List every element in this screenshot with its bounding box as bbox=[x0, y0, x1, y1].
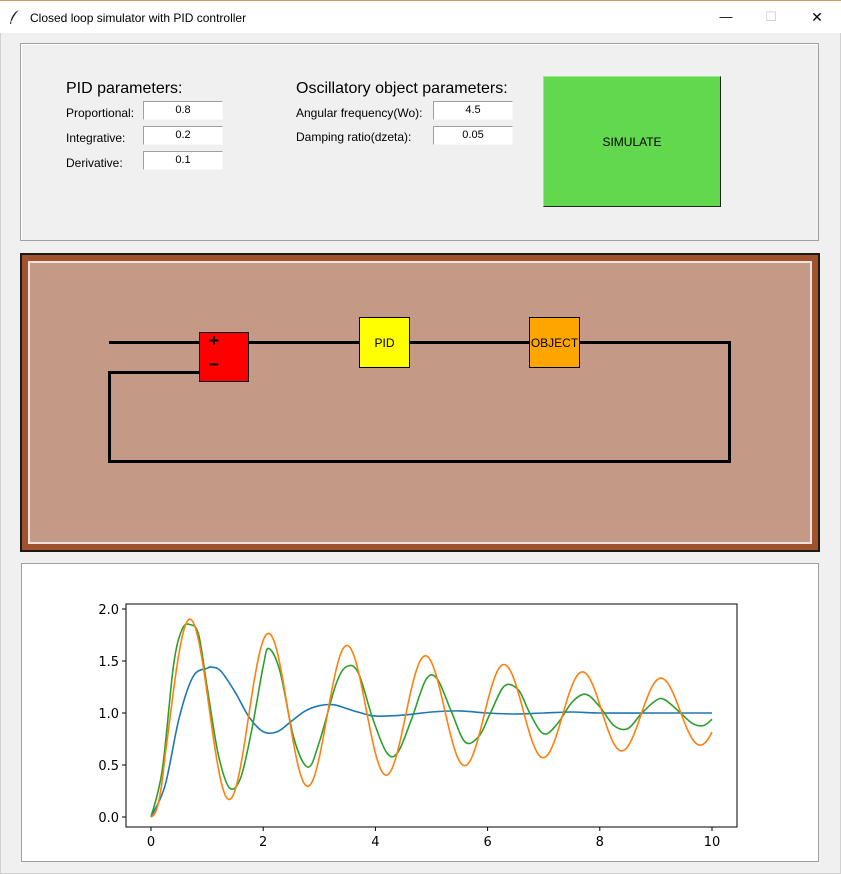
y-tick-label: 1.5 bbox=[98, 655, 119, 670]
y-tick-label: 0.5 bbox=[98, 759, 119, 774]
pid-to-object-wire bbox=[409, 341, 530, 344]
pid-block-label: PID bbox=[374, 335, 395, 350]
x-tick-label: 10 bbox=[704, 835, 721, 850]
proportional-label: Proportional: bbox=[66, 106, 135, 120]
response-chart: 0 2 4 6 8 10 0.0 0.5 1.0 1.5 2.0 bbox=[98, 603, 738, 850]
proportional-input[interactable]: 0.8 bbox=[143, 101, 223, 120]
x-tick-label: 4 bbox=[371, 835, 379, 850]
minus-sign: − bbox=[209, 355, 219, 374]
x-tick-label: 2 bbox=[259, 835, 267, 850]
integrative-input[interactable]: 0.2 bbox=[143, 126, 223, 145]
derivative-label: Derivative: bbox=[66, 156, 123, 170]
summing-junction: + − bbox=[199, 331, 249, 382]
plot-panel: 0 2 4 6 8 10 0.0 0.5 1.0 1.5 2.0 bbox=[21, 563, 819, 862]
object-parameters-header: Oscillatory object parameters: bbox=[296, 80, 508, 97]
angular-frequency-input[interactable]: 4.5 bbox=[433, 101, 513, 120]
window-title: Closed loop simulator with PID controlle… bbox=[30, 11, 247, 25]
series-line-3 bbox=[150, 618, 713, 818]
diagram-canvas: + − PID OBJECT bbox=[28, 261, 812, 544]
plus-sign: + bbox=[209, 331, 219, 350]
plot-axes-frame bbox=[125, 603, 738, 828]
derivative-input[interactable]: 0.1 bbox=[143, 151, 223, 170]
block-diagram-panel: + − PID OBJECT bbox=[20, 253, 820, 552]
x-tick-label: 0 bbox=[147, 835, 155, 850]
summer-to-pid-wire bbox=[249, 341, 361, 344]
pid-block: PID bbox=[359, 317, 410, 368]
y-tick-label: 1.0 bbox=[98, 707, 119, 722]
parameters-panel: PID parameters: Proportional: 0.8 Integr… bbox=[20, 43, 819, 241]
object-block-label: OBJECT bbox=[530, 335, 579, 350]
maximize-button[interactable]: ☐ bbox=[765, 9, 777, 24]
pid-parameters-header: PID parameters: bbox=[66, 80, 183, 97]
title-bar: Closed loop simulator with PID controlle… bbox=[0, 0, 841, 33]
x-tick-label: 8 bbox=[596, 835, 604, 850]
feedback-right-wire bbox=[728, 341, 731, 463]
angular-frequency-label: Angular frequency(Wo): bbox=[296, 106, 423, 120]
series-line-2 bbox=[150, 623, 713, 818]
close-button[interactable]: ✕ bbox=[811, 9, 823, 25]
integrative-label: Integrative: bbox=[66, 131, 126, 145]
feedback-left-wire bbox=[108, 371, 111, 463]
damping-ratio-input[interactable]: 0.05 bbox=[433, 126, 513, 145]
feather-icon bbox=[10, 9, 20, 24]
feedback-bottom-wire bbox=[108, 460, 731, 463]
object-block: OBJECT bbox=[529, 317, 580, 368]
damping-ratio-label: Damping ratio(dzeta): bbox=[296, 130, 412, 144]
input-wire bbox=[109, 341, 199, 344]
output-wire bbox=[578, 341, 731, 344]
series-line-1 bbox=[150, 666, 712, 818]
x-tick-label: 6 bbox=[483, 835, 491, 850]
y-tick-label: 2.0 bbox=[98, 603, 119, 618]
y-tick-label: 0.0 bbox=[98, 811, 119, 826]
minimize-button[interactable]: — bbox=[719, 9, 733, 24]
feedback-to-summer-wire bbox=[108, 371, 199, 374]
simulate-button[interactable]: SIMULATE bbox=[543, 76, 721, 207]
